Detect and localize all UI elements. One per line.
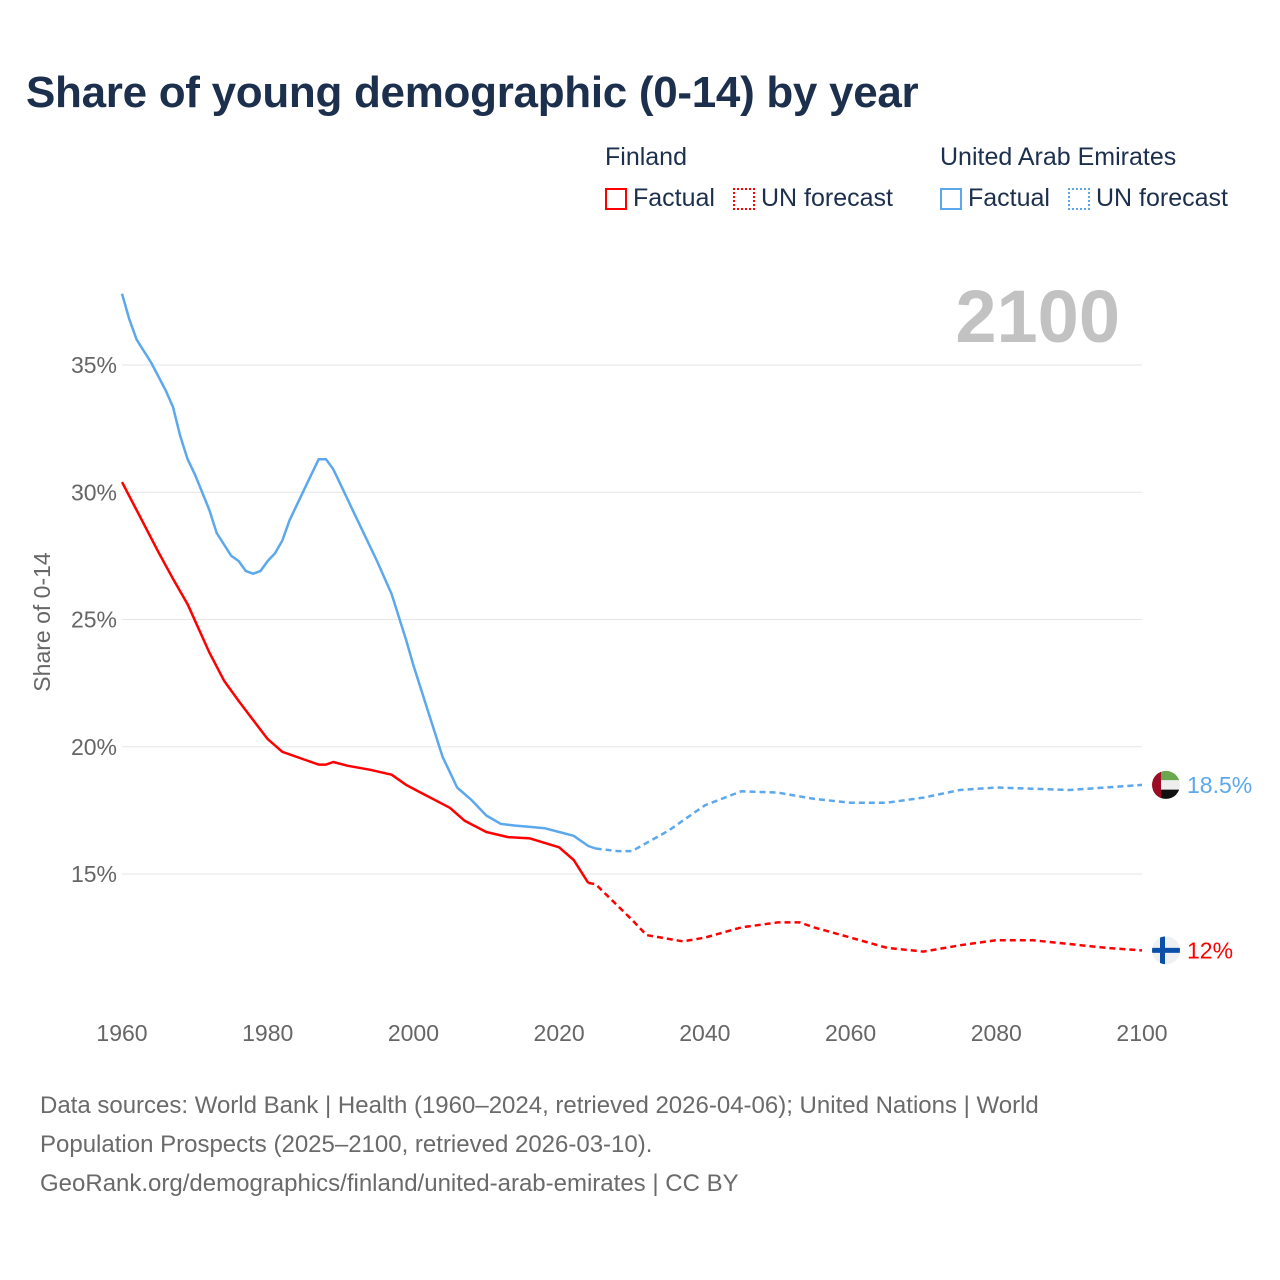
y-tick-label: 30% bbox=[71, 479, 117, 505]
chart-title: Share of young demographic (0-14) by yea… bbox=[26, 68, 919, 117]
legend-label: UN forecast bbox=[1095, 184, 1228, 212]
footer-line: Data sources: World Bank | Health (1960–… bbox=[40, 1092, 1039, 1119]
legend-item-uae-factual[interactable]: Factual bbox=[940, 184, 1050, 213]
legend-item-uae-forecast[interactable]: UN forecast bbox=[1067, 184, 1228, 213]
end-value-label-uae: 18.5% bbox=[1187, 772, 1252, 798]
legend-item-finland-factual[interactable]: Factual bbox=[605, 184, 715, 213]
x-tick-label: 1960 bbox=[96, 1020, 147, 1046]
legend-country-label: United Arab Emirates bbox=[940, 143, 1177, 171]
legend-item-finland-forecast[interactable]: UN forecast bbox=[732, 184, 893, 213]
y-tick-label: 35% bbox=[71, 352, 117, 378]
legend-label: Factual bbox=[633, 184, 715, 212]
x-tick-label: 1980 bbox=[242, 1020, 293, 1046]
x-tick-label: 2080 bbox=[971, 1020, 1022, 1046]
x-tick-label: 2040 bbox=[679, 1020, 730, 1046]
flag-stripe-white bbox=[1152, 780, 1180, 790]
legend-label: Factual bbox=[968, 184, 1050, 212]
uae-flag-icon bbox=[1152, 770, 1180, 799]
x-tick-label: 2020 bbox=[534, 1020, 585, 1046]
footer-line: Population Prospects (2025–2100, retriev… bbox=[40, 1131, 653, 1158]
flag-stripe-black bbox=[1152, 789, 1180, 799]
legend-label: UN forecast bbox=[760, 184, 893, 212]
legend-swatch-solid bbox=[605, 187, 627, 210]
legend-country-label: Finland bbox=[605, 143, 687, 171]
flag-stripe-green bbox=[1152, 770, 1180, 781]
legend-swatch-solid bbox=[940, 187, 962, 210]
end-value-label-finland: 12% bbox=[1187, 937, 1233, 963]
x-tick-label: 2100 bbox=[1116, 1020, 1167, 1046]
flag-cross-v bbox=[1160, 936, 1165, 965]
y-axis-label: Share of 0-14 bbox=[29, 552, 55, 692]
flag-body bbox=[1152, 770, 1180, 799]
y-tick-label: 15% bbox=[71, 861, 117, 887]
series-line-uae-forecast bbox=[595, 783, 1143, 853]
y-tick-label: 25% bbox=[71, 607, 117, 633]
y-tick-label: 20% bbox=[71, 734, 117, 760]
flag-cross-h bbox=[1152, 947, 1180, 953]
legend-swatch-dotted bbox=[732, 187, 755, 210]
series-line-finland-forecast bbox=[588, 881, 1143, 953]
footer-line[interactable]: GeoRank.org/demographics/finland/united-… bbox=[40, 1170, 739, 1197]
series-line-uae-factual bbox=[120, 293, 597, 850]
x-tick-label: 2060 bbox=[825, 1020, 876, 1046]
x-tick-label: 2000 bbox=[388, 1020, 439, 1046]
flag-bar-red bbox=[1152, 770, 1161, 799]
finland-flag-icon bbox=[1152, 936, 1180, 965]
legend-finland: Finland Factual UN forecast bbox=[605, 143, 893, 213]
footer-sources: Data sources: World Bank | Health (1960–… bbox=[40, 1086, 1240, 1203]
legend-swatch-dotted bbox=[1067, 187, 1090, 210]
year-display: 2100 bbox=[955, 275, 1120, 358]
flag-body bbox=[1152, 936, 1180, 965]
legend-uae: United Arab Emirates Factual UN forecast bbox=[940, 143, 1228, 213]
series-line-finland-factual bbox=[120, 481, 590, 884]
